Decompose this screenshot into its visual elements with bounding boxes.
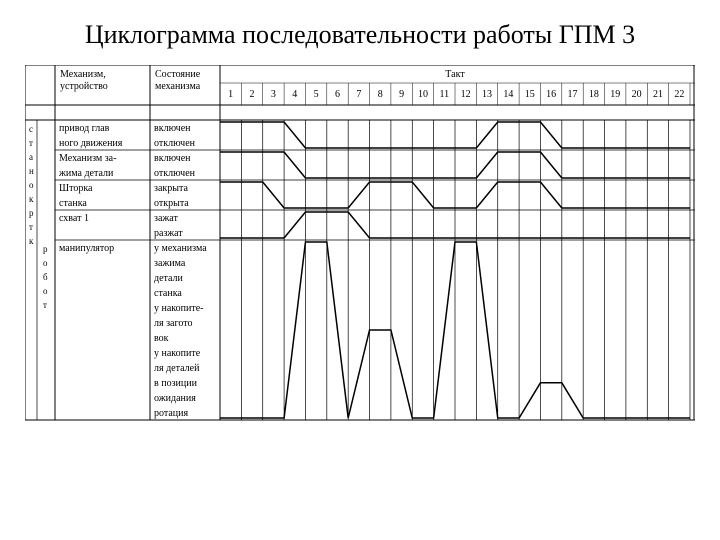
svg-text:манипулятор: манипулятор — [59, 243, 114, 254]
svg-text:1: 1 — [228, 89, 233, 100]
svg-text:22: 22 — [674, 89, 684, 100]
svg-text:10: 10 — [418, 89, 428, 100]
svg-text:ля загото: ля загото — [154, 318, 192, 329]
svg-text:схват 1: схват 1 — [59, 213, 89, 224]
svg-text:16: 16 — [546, 89, 556, 100]
svg-text:т: т — [29, 138, 33, 148]
svg-text:8: 8 — [378, 89, 383, 100]
svg-text:зажат: зажат — [154, 213, 178, 224]
svg-text:Механизм,: Механизм, — [60, 69, 106, 80]
svg-text:12: 12 — [461, 89, 471, 100]
page-title: Циклограмма последовательности работы ГП… — [20, 20, 700, 50]
svg-text:н: н — [29, 166, 34, 176]
svg-text:Состояние: Состояние — [155, 69, 201, 80]
svg-text:зажима: зажима — [154, 258, 186, 269]
svg-text:включен: включен — [154, 123, 191, 134]
svg-text:19: 19 — [610, 89, 620, 100]
svg-text:Механизм за-: Механизм за- — [59, 153, 116, 164]
svg-text:14: 14 — [503, 89, 513, 100]
svg-text:15: 15 — [525, 89, 535, 100]
svg-text:11: 11 — [439, 89, 449, 100]
svg-text:станка: станка — [154, 288, 182, 299]
svg-text:привод глав: привод глав — [59, 123, 110, 134]
cyclogram-chart: Механизм,устройство Состояниемеханизма Так… — [25, 65, 695, 465]
svg-text:ного движения: ного движения — [59, 138, 123, 149]
svg-text:к: к — [29, 236, 34, 246]
svg-text:ожидания: ожидания — [154, 393, 196, 404]
svg-text:открыта: открыта — [154, 198, 189, 209]
svg-text:а: а — [29, 152, 33, 162]
svg-text:вок: вок — [154, 333, 169, 344]
svg-text:т: т — [29, 222, 33, 232]
svg-text:20: 20 — [632, 89, 642, 100]
svg-text:детали: детали — [154, 273, 184, 284]
svg-text:о: о — [43, 286, 48, 296]
svg-text:2: 2 — [250, 89, 255, 100]
svg-text:станка: станка — [59, 198, 87, 209]
svg-text:р: р — [29, 208, 34, 218]
svg-text:Шторка: Шторка — [59, 183, 93, 194]
svg-text:с: с — [29, 124, 33, 134]
svg-text:механизма: механизма — [155, 81, 201, 92]
svg-text:3: 3 — [271, 89, 276, 100]
svg-text:к: к — [29, 194, 34, 204]
svg-text:21: 21 — [653, 89, 663, 100]
svg-text:7: 7 — [356, 89, 361, 100]
svg-text:в позиции: в позиции — [154, 378, 198, 389]
svg-text:ротация: ротация — [154, 408, 189, 419]
svg-text:закрыта: закрыта — [154, 183, 188, 194]
svg-text:13: 13 — [482, 89, 492, 100]
svg-text:отключен: отключен — [154, 168, 196, 179]
svg-text:ля деталей: ля деталей — [154, 363, 200, 374]
svg-text:жима детали: жима детали — [58, 168, 114, 179]
svg-text:отключен: отключен — [154, 138, 196, 149]
svg-text:Такт: Такт — [445, 69, 465, 80]
svg-text:4: 4 — [292, 89, 297, 100]
svg-text:устройство: устройство — [60, 81, 108, 92]
svg-text:о: о — [43, 258, 48, 268]
svg-text:6: 6 — [335, 89, 340, 100]
svg-text:включен: включен — [154, 153, 191, 164]
svg-text:17: 17 — [568, 89, 578, 100]
svg-text:т: т — [43, 300, 47, 310]
svg-text:о: о — [29, 180, 34, 190]
svg-text:у накопите: у накопите — [154, 348, 201, 359]
svg-text:5: 5 — [314, 89, 319, 100]
svg-text:9: 9 — [399, 89, 404, 100]
svg-text:б: б — [43, 272, 48, 282]
svg-text:у механизма: у механизма — [154, 243, 207, 254]
svg-text:разжат: разжат — [154, 228, 183, 239]
svg-text:18: 18 — [589, 89, 599, 100]
svg-text:р: р — [43, 244, 48, 254]
svg-text:у накопите-: у накопите- — [154, 303, 203, 314]
